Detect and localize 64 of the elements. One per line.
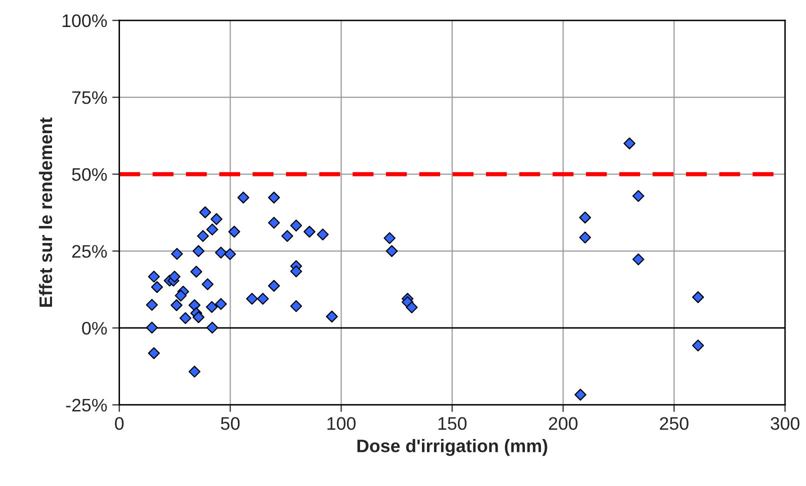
point bbox=[384, 232, 396, 244]
y-tick-label: 100% bbox=[62, 14, 107, 28]
y-tick-label: 0% bbox=[82, 322, 107, 335]
point bbox=[290, 300, 302, 312]
y-tick-label: 75% bbox=[72, 91, 107, 104]
point bbox=[206, 224, 218, 236]
point bbox=[632, 253, 644, 266]
point bbox=[174, 290, 187, 302]
point bbox=[281, 230, 294, 242]
point bbox=[202, 278, 214, 290]
point bbox=[692, 291, 704, 304]
point bbox=[246, 292, 258, 305]
point bbox=[290, 265, 302, 278]
point bbox=[632, 190, 644, 202]
point bbox=[237, 192, 250, 204]
point bbox=[386, 245, 398, 257]
point bbox=[151, 281, 163, 293]
x-tick-label: 300 bbox=[770, 417, 800, 430]
point bbox=[199, 206, 212, 218]
point bbox=[579, 232, 592, 244]
point bbox=[197, 230, 209, 242]
x-tick-label: 200 bbox=[548, 417, 578, 430]
x-tick-label: 50 bbox=[220, 417, 240, 430]
point bbox=[170, 299, 182, 312]
point bbox=[224, 248, 236, 260]
y-tick-label: 50% bbox=[72, 168, 107, 181]
point bbox=[188, 366, 200, 378]
point bbox=[579, 212, 592, 224]
point bbox=[268, 192, 280, 204]
point bbox=[210, 213, 222, 226]
y-axis-title: Effet sur le rendement bbox=[38, 118, 52, 307]
point bbox=[148, 347, 160, 360]
point bbox=[326, 310, 338, 323]
x-tick-label: 150 bbox=[438, 417, 467, 430]
point bbox=[192, 311, 204, 324]
point bbox=[406, 301, 418, 314]
point bbox=[316, 228, 329, 240]
point bbox=[214, 298, 227, 310]
point bbox=[179, 312, 192, 324]
point bbox=[190, 266, 202, 278]
point bbox=[171, 248, 183, 260]
x-tick-label: 100 bbox=[328, 417, 356, 430]
point bbox=[228, 226, 240, 238]
x-tick-label: 0 bbox=[114, 417, 124, 430]
point bbox=[624, 137, 636, 150]
point bbox=[256, 292, 269, 305]
point bbox=[268, 216, 280, 229]
point bbox=[574, 388, 586, 401]
point bbox=[290, 220, 302, 232]
point bbox=[206, 322, 218, 334]
point bbox=[192, 245, 204, 257]
point bbox=[692, 340, 704, 352]
x-tick-label: 250 bbox=[660, 417, 688, 430]
point bbox=[146, 322, 158, 334]
point bbox=[304, 226, 316, 238]
point bbox=[146, 298, 158, 311]
point bbox=[268, 280, 280, 292]
y-tick-label: 25% bbox=[72, 245, 107, 258]
x-axis-title: Dose d'irrigation (mm) bbox=[357, 439, 548, 456]
point bbox=[206, 301, 218, 313]
point bbox=[148, 270, 160, 283]
point bbox=[214, 246, 227, 259]
y-tick-label: -25% bbox=[66, 398, 107, 412]
point bbox=[168, 270, 180, 283]
